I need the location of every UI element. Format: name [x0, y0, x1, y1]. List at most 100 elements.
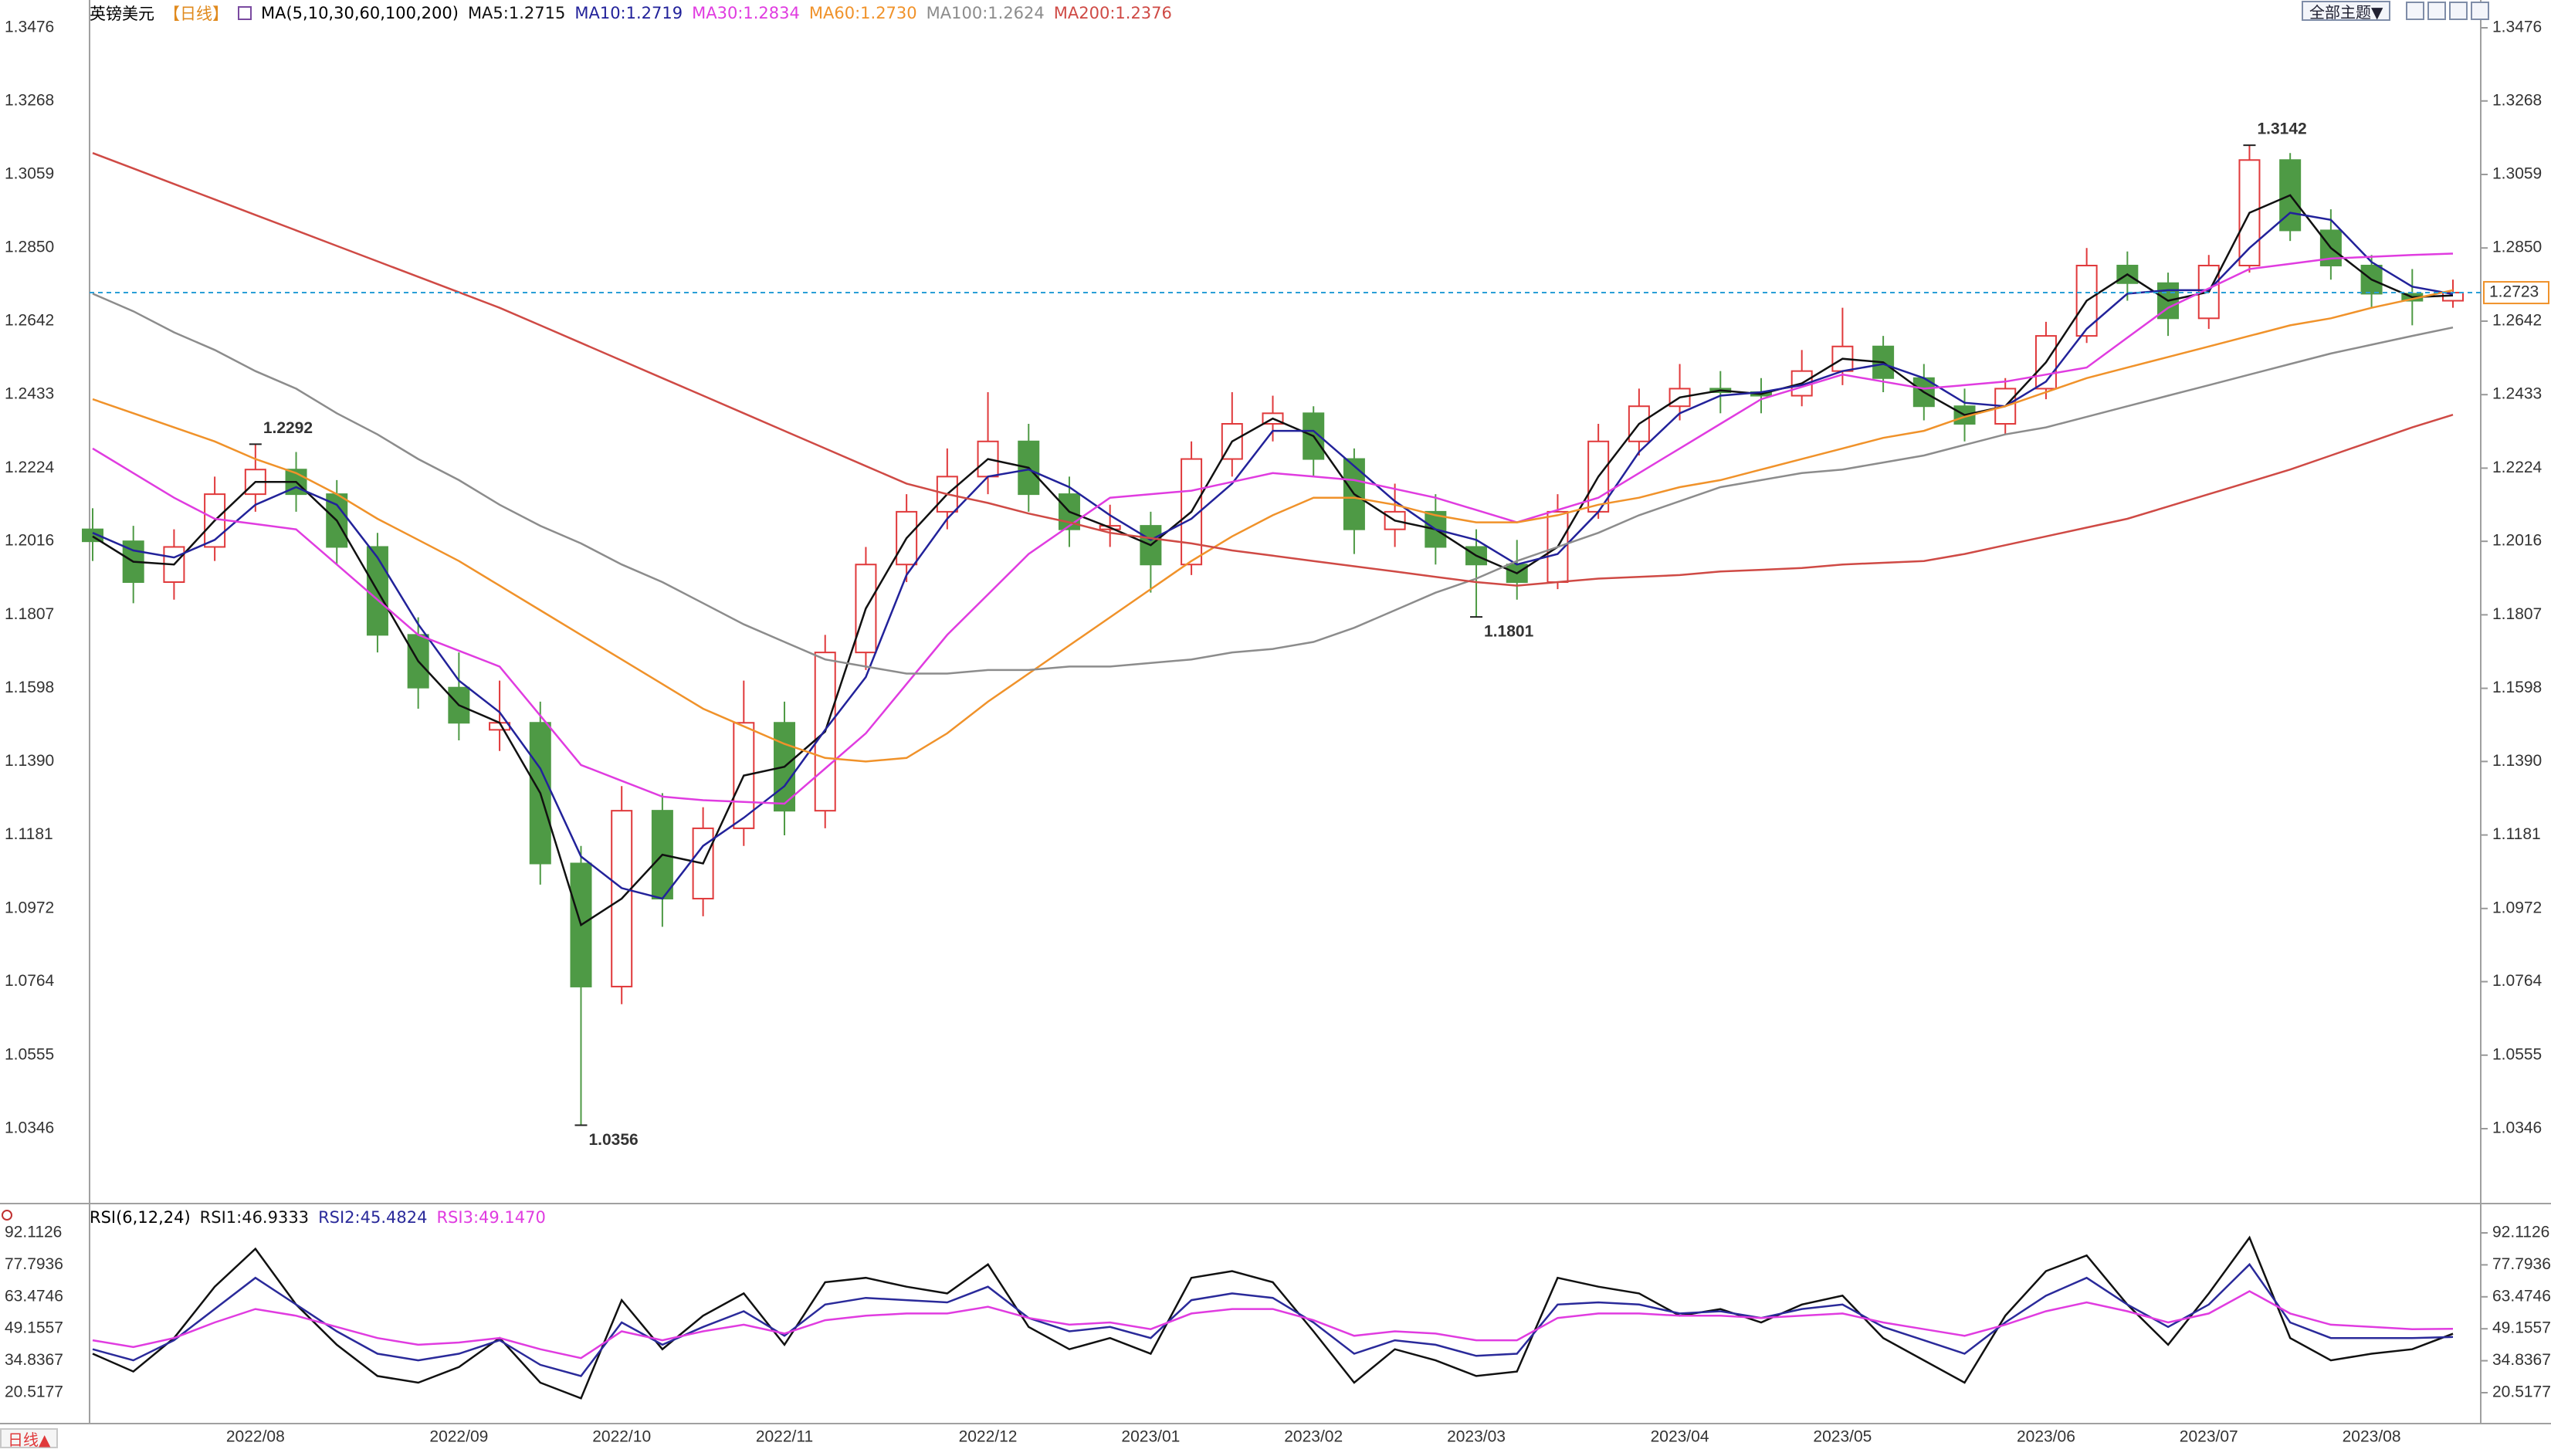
y-tick-label-left: 1.3268 [5, 91, 54, 109]
layout-button[interactable] [2449, 2, 2468, 20]
legend-entry: RSI3:49.1470 [436, 1208, 546, 1227]
legend-entry: RSI1:46.9333 [199, 1208, 310, 1227]
rsi-header: RSI(6,12,24) RSI1:46.9333 RSI2:45.4824 RSI… [90, 1206, 546, 1229]
indicator-line [92, 1235, 2454, 1400]
layout-button[interactable] [2427, 2, 2446, 20]
legend-entry: MA30:1.2834 [692, 4, 800, 22]
y-tick-label-right: 1.0972 [2492, 899, 2542, 916]
candle-body [82, 528, 103, 543]
y-tick-label-right: 1.3059 [2492, 165, 2542, 183]
low-label: 1.1801 [1484, 623, 1534, 641]
y-tick-label-right: 1.1390 [2492, 752, 2542, 770]
x-tick-label: 2022/08 [226, 1428, 285, 1446]
indicator-line [92, 212, 2454, 900]
layout-button[interactable] [2406, 2, 2424, 20]
theme-button[interactable]: 全部主题▼ [2302, 1, 2391, 22]
candle-body [611, 810, 633, 987]
y-tick-label-left: 1.2433 [5, 385, 54, 403]
y-tick-label-right: 1.0555 [2492, 1045, 2542, 1063]
y-tick-label-right: 77.7936 [2492, 1255, 2551, 1273]
indicator-line [92, 194, 2454, 927]
y-tick-label-left: 20.5177 [5, 1383, 63, 1401]
y-tick-label-left: 1.2224 [5, 459, 55, 476]
candle-body [2034, 335, 2057, 390]
legend-entry: MA5:1.2715 [467, 4, 566, 22]
last-price-box [2483, 281, 2549, 305]
y-tick-label-left: 1.0972 [5, 899, 54, 916]
y-tick-label-right: 1.2850 [2492, 239, 2542, 256]
y-tick-label-right: 49.1557 [2492, 1319, 2551, 1337]
high-label: 1.3142 [2257, 120, 2306, 138]
y-tick-label-right: 1.3268 [2492, 91, 2542, 109]
y-tick-label-right: 1.2642 [2492, 312, 2542, 330]
y-tick-label-left: 1.0764 [5, 972, 55, 990]
main-header: 英镑美元 【日线】 MA(5,10,30,60,100,200) MA5:1.2… [90, 2, 1172, 25]
instrument-name: 英镑美元 [90, 5, 154, 23]
x-tick-label: 2022/10 [592, 1428, 651, 1446]
y-tick-label-right: 1.2433 [2492, 385, 2542, 403]
period-label: 【日线】 [164, 5, 229, 23]
y-tick-label-left: 1.0346 [5, 1119, 54, 1137]
y-tick-label-left: 1.3476 [5, 19, 54, 36]
period-button[interactable]: 日线▲ [0, 1428, 59, 1449]
indicator-line [92, 289, 2454, 763]
y-tick-label-right: 1.0346 [2492, 1119, 2542, 1137]
y-tick-label-right: 34.8367 [2492, 1351, 2551, 1369]
layout-button[interactable] [2471, 2, 2489, 20]
indicator-line [92, 293, 2454, 675]
y-tick-label-left: 1.0555 [5, 1045, 54, 1063]
y-tick-label-right: 1.1807 [2492, 605, 2542, 623]
x-tick-label: 2023/01 [1121, 1428, 1180, 1446]
y-tick-label-left: 49.1557 [5, 1319, 63, 1337]
x-tick-label: 2023/05 [1813, 1428, 1872, 1446]
y-tick-label-left: 1.2850 [5, 239, 54, 256]
indicator-label: MA(5,10,30,60,100,200) [261, 4, 459, 22]
y-tick-label-right: 1.1181 [2492, 825, 2541, 843]
high-label: 1.2292 [263, 419, 313, 437]
legend-entry: MA200:1.2376 [1053, 4, 1172, 22]
x-tick-label: 2023/04 [1651, 1428, 1709, 1446]
rsi-title: RSI(6,12,24) [90, 1208, 191, 1227]
y-tick-label-left: 1.2016 [5, 532, 54, 550]
indicator-line [92, 152, 2454, 587]
x-tick-label: 2023/02 [1284, 1428, 1343, 1446]
legend-entry: MA60:1.2730 [808, 4, 917, 22]
indicator-icon[interactable] [238, 6, 252, 20]
y-tick-label-left: 1.1598 [5, 679, 54, 696]
legend-entry: MA10:1.2719 [574, 4, 683, 22]
low-label: 1.0356 [588, 1131, 638, 1149]
x-tick-label: 2023/07 [2180, 1428, 2238, 1446]
y-tick-label-right: 63.4746 [2492, 1287, 2551, 1305]
y-tick-label-left: 92.1126 [5, 1224, 62, 1241]
y-tick-label-left: 1.3059 [5, 165, 54, 183]
y-tick-label-left: 34.8367 [5, 1351, 63, 1369]
last-price-label: 1.2723 [2489, 283, 2539, 301]
y-tick-label-right: 1.2016 [2492, 532, 2542, 550]
y-tick-label-right: 1.3476 [2492, 19, 2542, 36]
x-tick-label: 2023/03 [1447, 1428, 1506, 1446]
x-tick-label: 2022/11 [756, 1428, 813, 1446]
y-tick-label-left: 1.1181 [5, 825, 53, 843]
indicator-line [92, 252, 2454, 805]
y-tick-label-right: 20.5177 [2492, 1383, 2551, 1401]
settings-icon[interactable] [2, 1210, 12, 1221]
x-tick-label: 2022/12 [959, 1428, 1018, 1446]
y-tick-label-right: 92.1126 [2492, 1224, 2549, 1241]
x-tick-label: 2023/06 [2017, 1428, 2075, 1446]
y-tick-label-left: 1.1807 [5, 605, 54, 623]
y-tick-label-right: 1.1598 [2492, 679, 2542, 696]
indicator-line [92, 1262, 2454, 1377]
y-tick-label-left: 63.4746 [5, 1287, 63, 1305]
y-tick-label-right: 1.2224 [2492, 459, 2543, 476]
x-tick-label: 2023/08 [2343, 1428, 2401, 1446]
y-tick-label-left: 1.2642 [5, 312, 54, 330]
indicator-line [92, 1290, 2454, 1359]
legend-entry: RSI2:45.4824 [318, 1208, 428, 1227]
y-tick-label-right: 1.0764 [2492, 972, 2543, 990]
x-tick-label: 2022/09 [429, 1428, 488, 1446]
y-tick-label-left: 77.7936 [5, 1255, 63, 1273]
y-tick-label-left: 1.1390 [5, 752, 54, 770]
legend-entry: MA100:1.2624 [926, 4, 1045, 22]
